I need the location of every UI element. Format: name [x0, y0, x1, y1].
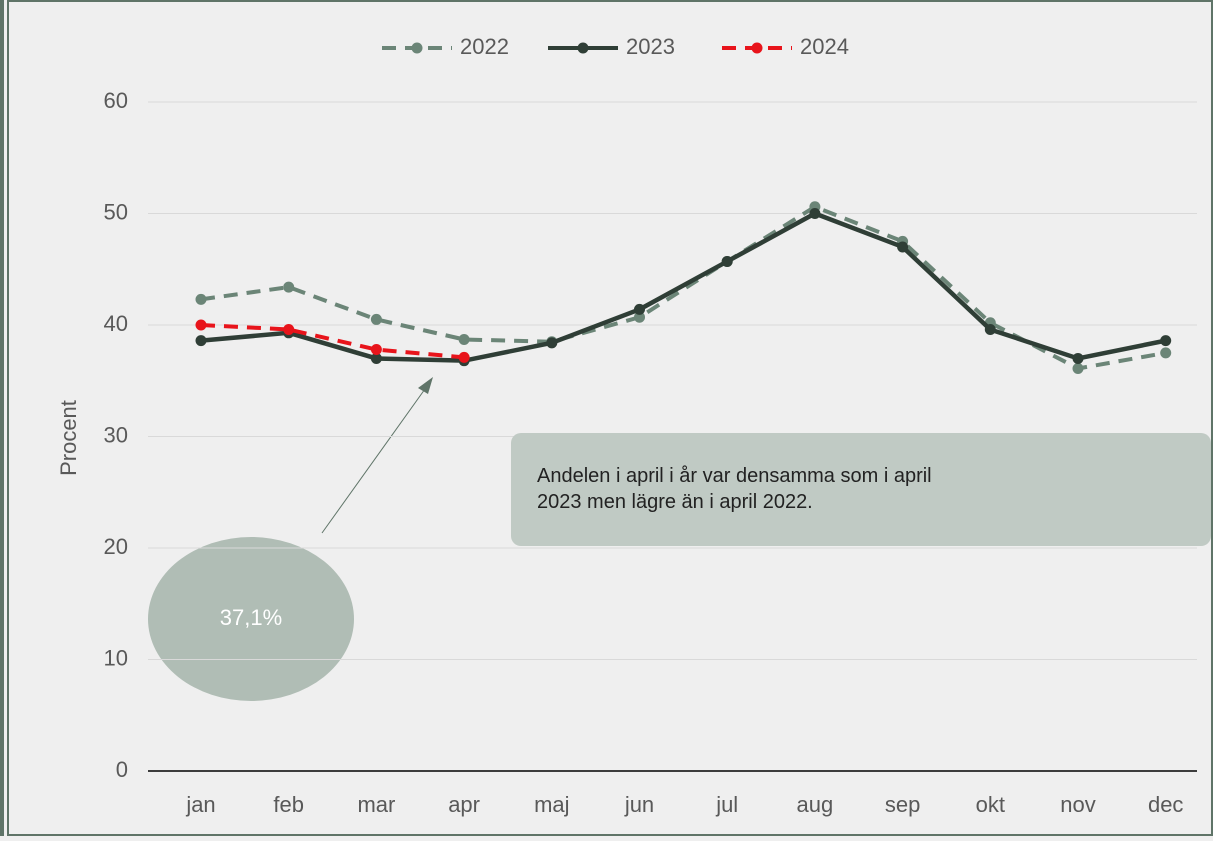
legend-label: 2023: [626, 34, 675, 59]
annotation-arrow: [321, 381, 431, 534]
point: [634, 311, 645, 323]
line: [200, 204, 1167, 371]
point: [283, 323, 295, 335]
point: [370, 313, 382, 325]
y-tick-label: 10: [104, 645, 128, 670]
x-tick-label: jun: [624, 792, 654, 817]
legend-label: 2024: [800, 34, 849, 59]
chart-frame: [7, 0, 1213, 836]
x-tick-label: sep: [885, 792, 920, 817]
y-axis-label: Procent: [56, 400, 81, 476]
annotation-text: Andelen i april i år var densamma som i …: [537, 465, 932, 513]
y-tick-label: 30: [104, 422, 128, 447]
point: [1160, 335, 1172, 347]
x-tick-label: okt: [976, 792, 1005, 817]
y-tick-label: 60: [104, 88, 128, 113]
x-tick-label: feb: [273, 792, 304, 817]
point: [195, 319, 207, 331]
annotation-bubble-text: 37,1%: [220, 605, 282, 630]
legend-marker: [411, 42, 423, 54]
legend-marker: [751, 42, 763, 54]
arrow-head: [418, 377, 433, 394]
point: [1072, 362, 1084, 374]
point: [370, 344, 382, 356]
left-edge: [0, 0, 4, 836]
annotation-box: Andelen i april i år var densamma som i …: [511, 433, 1211, 546]
point: [283, 281, 295, 293]
point: [195, 335, 207, 347]
y-tick-label: 40: [104, 311, 128, 336]
point: [984, 323, 996, 335]
point: [809, 208, 821, 219]
x-tick-label: dec: [1148, 792, 1183, 817]
point: [721, 255, 733, 267]
x-tick-label: nov: [1060, 792, 1095, 817]
point: [897, 241, 909, 253]
point: [634, 303, 645, 315]
point: [546, 337, 558, 349]
legend-label: 2022: [460, 34, 509, 59]
point: [1160, 347, 1172, 359]
point: [1072, 352, 1084, 364]
point: [458, 333, 470, 345]
point: [195, 293, 207, 305]
x-tick-label: aug: [797, 792, 834, 817]
point: [458, 351, 470, 363]
y-tick-label: 50: [104, 199, 128, 224]
legend-marker: [577, 42, 589, 54]
x-tick-label: apr: [448, 792, 480, 817]
x-tick-label: maj: [534, 792, 569, 817]
x-tick-label: jan: [185, 792, 215, 817]
line: [200, 211, 1167, 363]
x-tick-label: jul: [715, 792, 738, 817]
y-tick-label: 20: [104, 534, 128, 559]
y-tick-label: 0: [116, 757, 128, 782]
point: [370, 352, 382, 364]
x-tick-label: mar: [357, 792, 395, 817]
